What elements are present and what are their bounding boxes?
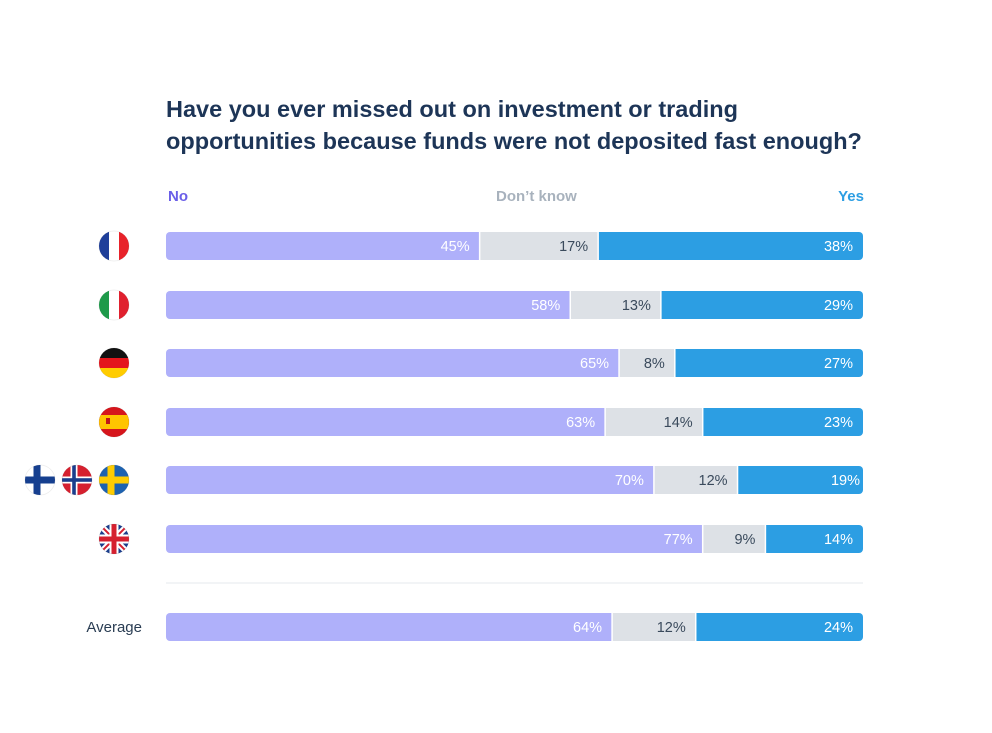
segment-divider [660, 291, 662, 319]
segment-divider [653, 466, 655, 494]
italy-flag-icon [98, 289, 130, 321]
value-label-italy-don-t-know: 13% [622, 298, 651, 314]
value-label-nordics-don-t-know: 12% [699, 473, 728, 489]
segment-divider [478, 232, 481, 260]
segment-divider [701, 408, 704, 436]
value-label-average-yes: 24% [824, 620, 853, 636]
bar-italy-no [166, 291, 571, 319]
bar-uk-yes [765, 525, 863, 553]
segment-divider [604, 408, 606, 436]
value-label-nordics-yes: 19% [831, 473, 860, 489]
bar-average-no [166, 613, 613, 641]
segment-divider [736, 466, 739, 494]
value-label-spain-don-t-know: 14% [664, 415, 693, 431]
legend-no: No [168, 188, 188, 205]
segment-divider [569, 291, 572, 319]
segment-divider [597, 232, 599, 260]
bar-average-yes [695, 613, 863, 641]
sweden-flag-icon [98, 464, 130, 496]
spain-flag-icon [98, 406, 130, 438]
bar-row-average [166, 613, 863, 641]
value-label-uk-yes: 14% [824, 532, 853, 548]
value-label-average-no: 64% [573, 620, 602, 636]
bar-row-nordics [166, 466, 863, 494]
segment-divider [674, 349, 676, 377]
value-label-nordics-no: 70% [615, 473, 644, 489]
bar-row-uk [166, 525, 863, 553]
france-flag-icon [98, 230, 130, 262]
bar-uk-no [166, 525, 703, 553]
bar-row-spain [166, 408, 863, 436]
bar-italy-don-t-know [570, 291, 661, 319]
bar-germany-yes [674, 349, 863, 377]
row-label-average: Average [86, 619, 142, 636]
bar-row-france [166, 232, 863, 260]
norway-flag-icon [61, 464, 93, 496]
value-label-uk-don-t-know: 9% [734, 532, 755, 548]
value-label-france-don-t-know: 17% [559, 239, 588, 255]
legend-dont-know: Don’t know [496, 188, 577, 205]
bar-france-no [166, 232, 480, 260]
segment-divider [611, 613, 613, 641]
bar-spain-no [166, 408, 606, 436]
value-label-germany-don-t-know: 8% [644, 356, 665, 372]
flags-layer [24, 230, 130, 555]
segment-divider [701, 525, 704, 553]
bar-uk-don-t-know [702, 525, 766, 553]
bar-germany-no [166, 349, 620, 377]
bar-italy-yes [660, 291, 863, 319]
bar-nordics-don-t-know [653, 466, 738, 494]
bar-france-don-t-know [479, 232, 599, 260]
bar-row-germany [166, 349, 863, 377]
bar-average-don-t-know [612, 613, 696, 641]
value-label-italy-yes: 29% [824, 298, 853, 314]
bar-spain-don-t-know [605, 408, 703, 436]
value-label-spain-yes: 23% [824, 415, 853, 431]
finland-flag-icon [24, 464, 56, 496]
value-label-italy-no: 58% [531, 298, 560, 314]
bar-nordics-yes [737, 466, 863, 494]
value-label-france-yes: 38% [824, 239, 853, 255]
segment-divider [764, 525, 767, 553]
bars-layer: 45% 17% 38% 58% 13% 29% 65% 8% 27% 63% 14% 23% 70% 12… [86, 232, 863, 641]
value-label-average-don-t-know: 12% [657, 620, 686, 636]
value-label-spain-no: 63% [566, 415, 595, 431]
value-label-uk-no: 77% [664, 532, 693, 548]
germany-flag-icon [98, 347, 130, 379]
segment-divider [618, 349, 620, 377]
chart-title: Have you ever missed out on investment o… [166, 93, 926, 157]
bar-france-yes [598, 232, 863, 260]
bar-row-italy [166, 291, 863, 319]
chart-title-line-1: Have you ever missed out on investment o… [166, 96, 738, 122]
chart-title-line-2: opportunities because funds were not dep… [166, 128, 862, 154]
bar-germany-don-t-know [619, 349, 675, 377]
value-label-france-no: 45% [441, 239, 470, 255]
bar-spain-yes [702, 408, 863, 436]
value-label-germany-yes: 27% [824, 356, 853, 372]
bar-nordics-no [166, 466, 654, 494]
segment-divider [694, 613, 697, 641]
legend-yes: Yes [838, 188, 864, 205]
uk-flag-icon [98, 523, 130, 555]
value-label-germany-no: 65% [580, 356, 609, 372]
